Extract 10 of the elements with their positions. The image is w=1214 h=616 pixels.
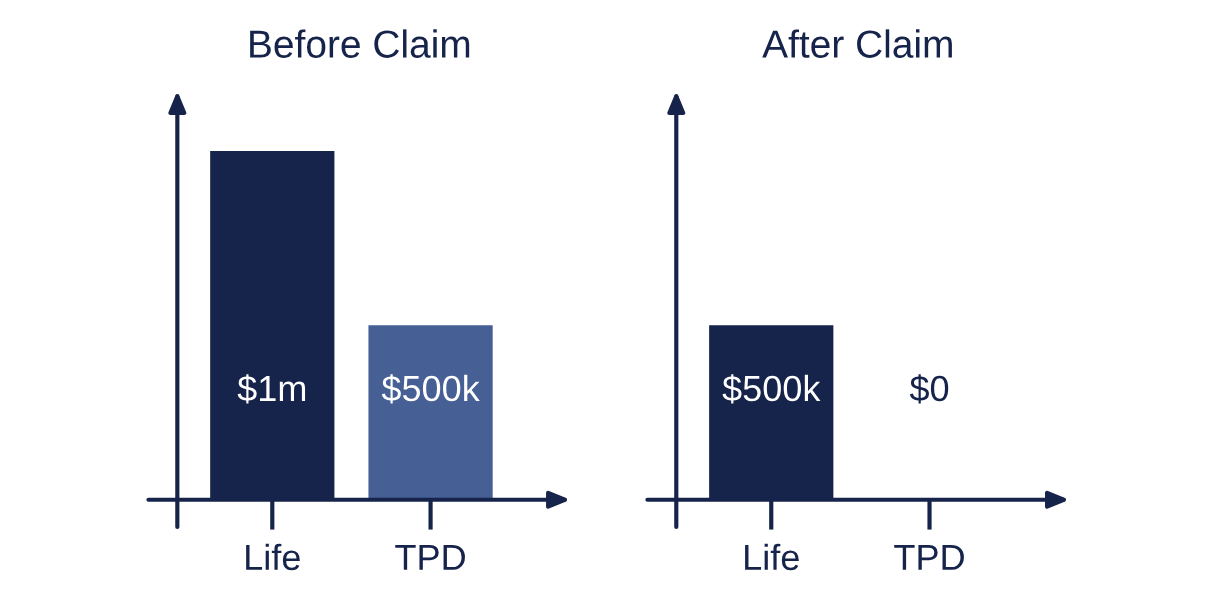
data-label: $500k <box>722 374 821 404</box>
x-tick-label: TPD <box>395 544 465 570</box>
chart-title: After Claim <box>762 29 952 58</box>
x-tick-label: Life <box>745 543 799 571</box>
x-tick-label: TPD <box>894 544 964 570</box>
data-label: $500k <box>381 374 480 404</box>
x-tick-label: Life <box>246 543 300 571</box>
chart-title: Before Claim <box>250 29 470 58</box>
data-label: $0 <box>909 374 949 404</box>
data-label: $1m <box>237 374 306 404</box>
